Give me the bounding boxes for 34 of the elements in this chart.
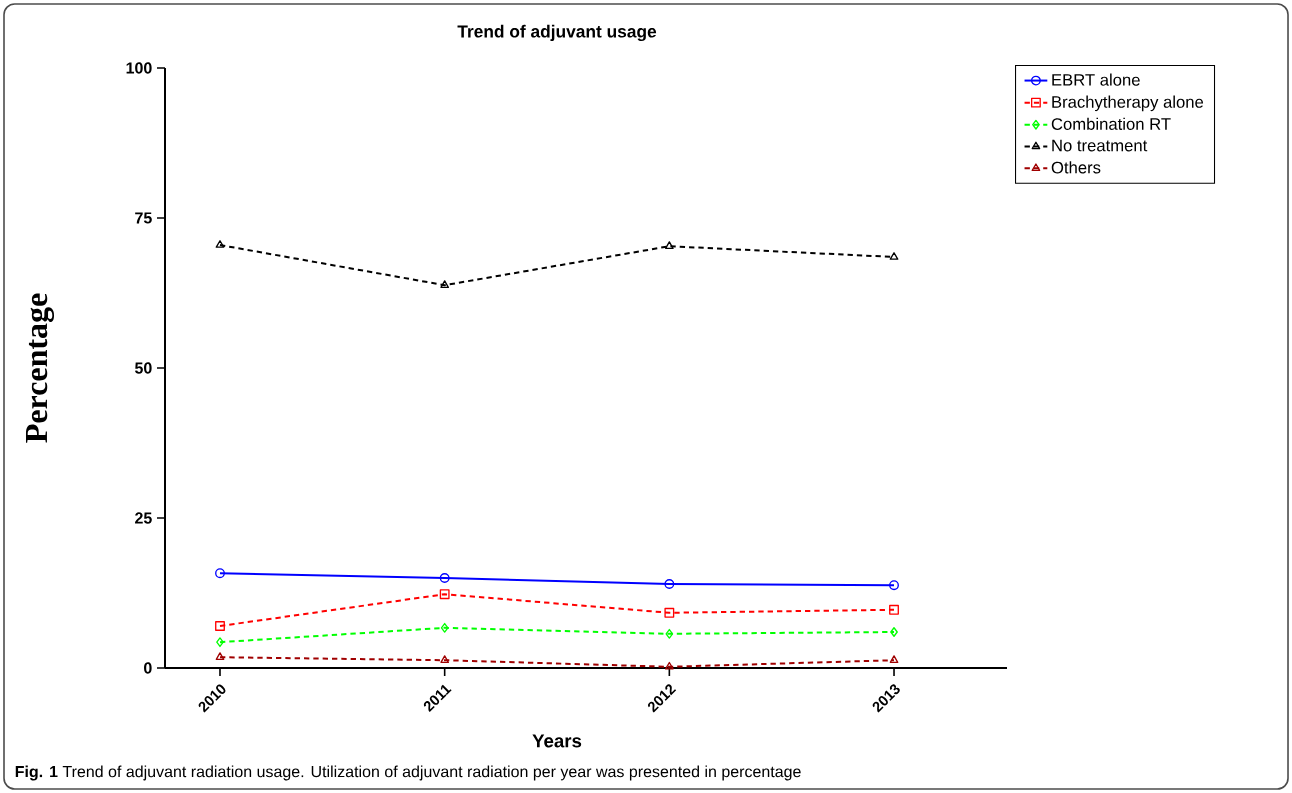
point [664, 661, 674, 670]
point [889, 580, 899, 591]
point [664, 241, 674, 249]
text: Fig. 1 Trend of adjuvant radiation usage. Utilization of adjuvant radiation per year was presented in percentage [15, 765, 801, 781]
point [439, 589, 450, 600]
point [889, 655, 899, 663]
point [439, 573, 450, 583]
legend-label: Others [1051, 161, 1101, 174]
legend-label: Brachytherapy alone [1052, 95, 1204, 112]
point [440, 280, 450, 288]
point [664, 579, 675, 589]
point [665, 628, 674, 639]
y-tick-label: 75 [135, 212, 152, 224]
point [890, 627, 898, 637]
point [440, 655, 450, 663]
point [889, 252, 899, 260]
legend-label: EBRT alone [1052, 73, 1140, 86]
legend-label: No treatment [1052, 139, 1148, 152]
point [889, 604, 899, 615]
chart-title: Trend of adjuvant usage [457, 24, 657, 42]
y-axis-title: Percentage [25, 293, 55, 443]
point [664, 607, 675, 618]
point [215, 240, 225, 248]
y-tick-label: 25 [135, 512, 152, 524]
y-tick-label: 0 [144, 662, 152, 674]
y-tick-label: 100 [126, 62, 152, 74]
point [215, 652, 225, 660]
point [216, 637, 224, 648]
point [440, 622, 449, 633]
x-axis-title: Years [532, 734, 582, 748]
legend-label: Combination RT [1051, 117, 1171, 130]
point [215, 621, 225, 631]
y-tick-label: 50 [135, 362, 152, 374]
point [215, 568, 225, 579]
